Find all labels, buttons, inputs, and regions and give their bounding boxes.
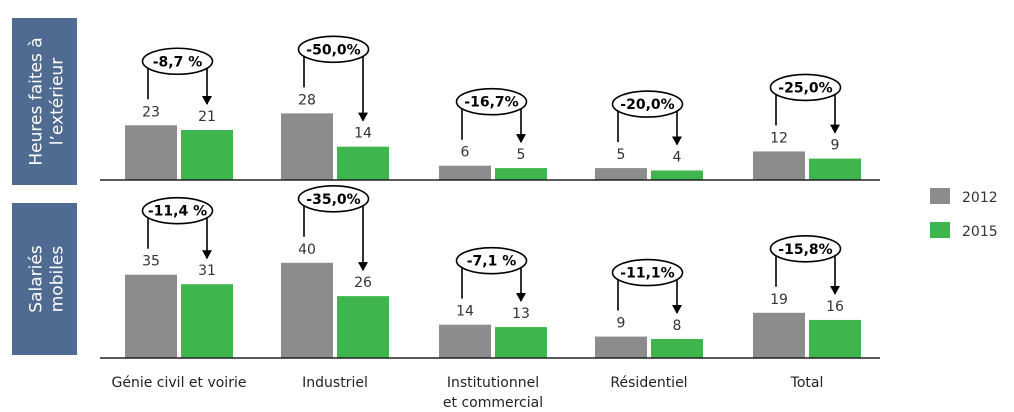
data-label-2015: 4 (673, 149, 682, 165)
category-label: Total (790, 375, 824, 391)
change-oval (611, 90, 684, 118)
legend-swatch-2015 (930, 222, 950, 238)
change-oval (141, 196, 214, 225)
change-label: -50,0% (306, 42, 360, 58)
bar-2012 (281, 113, 333, 180)
legend-label: 2012 (962, 190, 998, 206)
bar-2015 (809, 158, 861, 180)
change-oval (297, 185, 370, 213)
bar-2012 (439, 324, 491, 358)
bar-2015 (337, 296, 389, 358)
bar-2015 (651, 170, 703, 180)
data-label-2015: 26 (354, 275, 372, 291)
data-label-2015: 9 (831, 138, 840, 154)
change-label: -7,1 % (467, 254, 517, 270)
change-label: -11,4 % (148, 204, 207, 220)
data-label-2015: 5 (517, 147, 526, 163)
category-label: et commercial (443, 395, 543, 411)
change-oval (455, 87, 528, 116)
row-label-line: mobiles (48, 246, 68, 313)
change-oval (297, 35, 370, 64)
data-label-2012: 12 (770, 130, 788, 146)
bar-2012 (595, 336, 647, 358)
data-label-2012: 35 (142, 254, 160, 270)
bar-2015 (181, 130, 233, 180)
row-label: Heures faites àl’extérieur (27, 37, 68, 165)
data-label-2015: 13 (512, 306, 530, 322)
change-oval (141, 47, 214, 76)
bar-2012 (281, 262, 333, 358)
change-label: -15,8% (778, 242, 832, 258)
category-label: Industriel (302, 375, 368, 391)
bar-2012 (125, 125, 177, 180)
bar-2015 (495, 327, 547, 358)
change-oval (455, 246, 528, 275)
change-label: -11,1% (620, 266, 674, 282)
row-label-panel (12, 18, 77, 185)
data-label-2012: 14 (456, 304, 474, 320)
change-oval (611, 258, 684, 287)
bar-2015 (809, 319, 861, 358)
category-label: Résidentiel (610, 375, 687, 391)
data-label-2012: 19 (770, 292, 788, 308)
change-label: -8,7 % (153, 54, 203, 70)
bar-2012 (125, 274, 177, 358)
bar-2015 (495, 168, 547, 180)
bar-2012 (753, 151, 805, 180)
data-label-2012: 6 (461, 145, 470, 161)
data-label-2012: 40 (298, 242, 316, 258)
change-label: -16,7% (464, 95, 518, 111)
row-label-line: Salariés (27, 245, 47, 313)
data-label-2015: 8 (673, 318, 682, 334)
bar-2015 (181, 284, 233, 358)
row-label-panel (12, 203, 77, 355)
row-label-line: Heures faites à (27, 37, 47, 165)
legend-swatch-2012 (930, 188, 950, 204)
change-label: -20,0% (620, 97, 674, 113)
bar-2012 (753, 312, 805, 358)
data-label-2015: 21 (198, 109, 216, 125)
row-label: Salariésmobiles (27, 245, 68, 313)
change-oval (769, 73, 842, 102)
change-oval (769, 234, 842, 263)
bar-2015 (651, 338, 703, 358)
data-label-2012: 5 (617, 147, 626, 163)
data-label-2015: 31 (198, 263, 216, 279)
change-label: -25,0% (778, 80, 832, 96)
data-label-2012: 9 (617, 316, 626, 332)
data-label-2012: 23 (142, 104, 160, 120)
bar-2015 (337, 146, 389, 180)
data-label-2012: 28 (298, 92, 316, 108)
category-label: Génie civil et voirie (112, 375, 247, 391)
data-label-2015: 16 (826, 299, 844, 315)
category-label: Institutionnel (447, 375, 539, 391)
data-label-2015: 14 (354, 126, 372, 142)
legend-label: 2015 (962, 224, 998, 240)
bar-2012 (595, 168, 647, 180)
row-label-line: l’extérieur (48, 58, 68, 145)
change-label: -35,0% (306, 192, 360, 208)
bar-2012 (439, 165, 491, 180)
